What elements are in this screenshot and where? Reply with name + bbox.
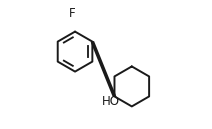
Text: HO: HO: [102, 95, 120, 108]
Text: F: F: [68, 7, 75, 20]
